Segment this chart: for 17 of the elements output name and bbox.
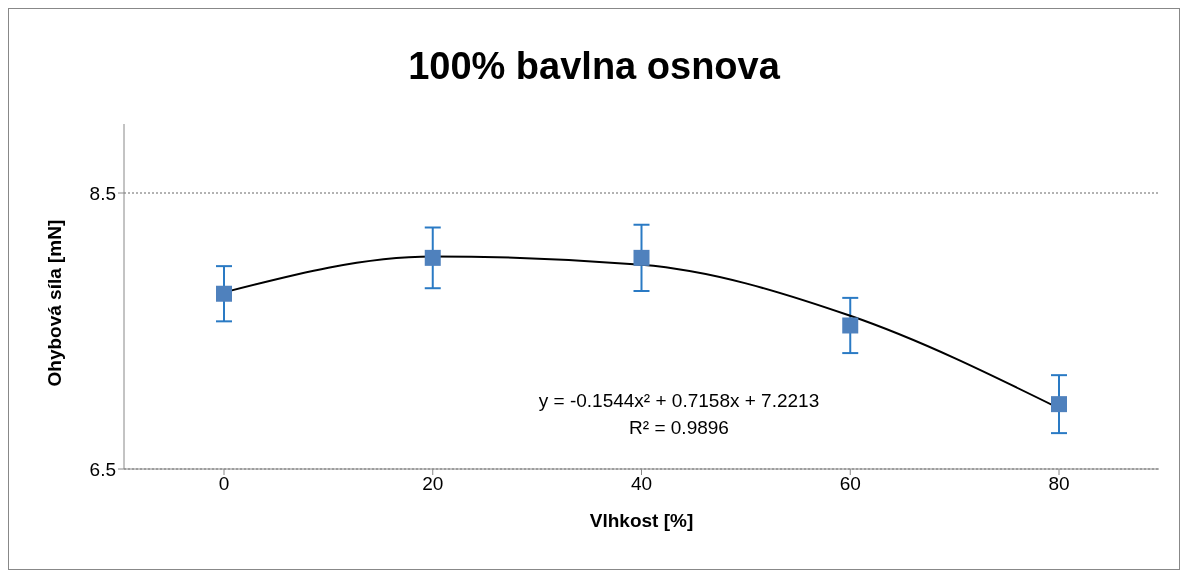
x-tick-label: 80: [1048, 473, 1070, 495]
x-tick-label: 20: [422, 473, 444, 495]
y-tick-label: 6.5: [89, 458, 116, 480]
annotation: y = -0.1544x² + 0.7158x + 7.2213: [537, 389, 821, 413]
y-axis-title: Ohybová síla [mN]: [43, 219, 65, 387]
chart-title: 100% bavlna osnova: [407, 45, 781, 88]
point: [424, 249, 441, 266]
x-axis-title: Vlhkost [%]: [589, 510, 694, 531]
x-tick-label: 40: [630, 473, 653, 495]
annotation: R² = 0.9896: [628, 416, 730, 440]
x-tick-label: 60: [839, 473, 861, 495]
point: [842, 317, 859, 334]
point: [216, 285, 232, 302]
y-tick-label: 8.5: [89, 182, 116, 204]
point: [633, 249, 650, 266]
point: [1051, 396, 1067, 413]
x-tick-label: 0: [218, 473, 230, 495]
